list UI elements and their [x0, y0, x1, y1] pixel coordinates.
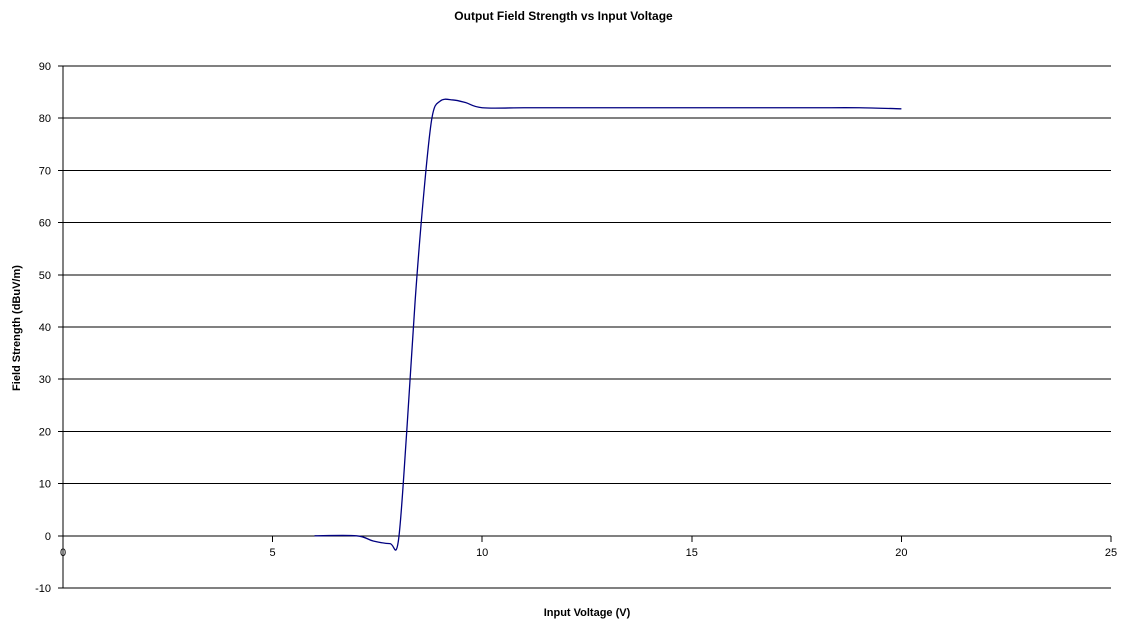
y-tick-label: 50 [39, 270, 51, 282]
axes [58, 65, 1112, 589]
x-tick-label: 15 [686, 547, 698, 559]
series-lines [314, 98, 902, 551]
y-tick-label: 20 [39, 426, 51, 438]
x-axis-label: Input Voltage (V) [543, 607, 631, 619]
y-tick-label: 0 [45, 531, 51, 543]
y-tick-label: 70 [39, 165, 51, 177]
gridlines [63, 65, 1111, 589]
y-tick-label: 60 [39, 218, 51, 230]
x-tick-label: 20 [895, 547, 907, 559]
x-tick-label: 10 [476, 547, 488, 559]
x-tick-label: 0 [60, 547, 66, 559]
y-tick-label: 10 [39, 479, 51, 491]
chart-title: Output Field Strength vs Input Voltage [454, 9, 673, 23]
y-tick-label: 80 [39, 113, 51, 125]
x-tick-label: 25 [1105, 547, 1117, 559]
tick-labels: -10 0 10 20 30 40 50 60 70 80 90 0 5 10 15 20 25 [35, 61, 1117, 595]
y-tick-label: -10 [35, 583, 51, 595]
y-tick-label: 90 [39, 61, 51, 73]
y-tick-label: 30 [39, 374, 51, 386]
y-tick-label: 40 [39, 322, 51, 334]
series-line [314, 98, 902, 551]
y-axis-label: Field Strength (dBuV/m) [11, 265, 23, 391]
x-tick-label: 5 [270, 547, 276, 559]
